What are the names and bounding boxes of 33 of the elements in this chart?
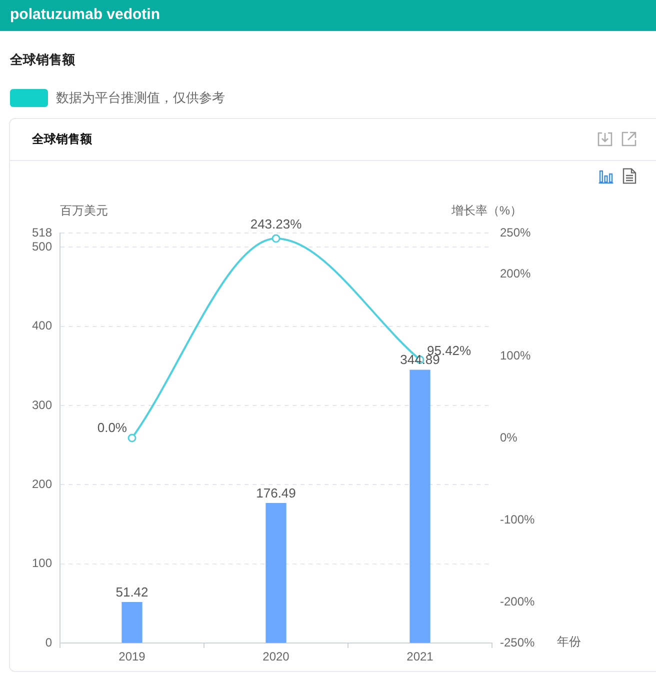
y2-tick-label: 100%: [500, 348, 532, 362]
y-tick-label: 500: [32, 240, 52, 254]
x-tick-label: 2019: [118, 650, 146, 664]
data-label: 51.42: [116, 584, 148, 600]
y-tick-label: 518: [32, 225, 52, 240]
bar: [266, 502, 286, 643]
y-tick-label: 300: [32, 398, 52, 412]
text: 数据为平台推测值，仅供参考: [56, 89, 225, 107]
bar: [122, 602, 142, 643]
x-tick-label: 2020: [262, 650, 290, 664]
y2-tick-label: -200%: [500, 594, 536, 608]
y2-axis-title: 增长率（%）: [450, 203, 522, 218]
data-label: 243.23%: [250, 216, 302, 232]
x-axis-title: 年份: [557, 634, 581, 648]
y-tick-label: 100: [32, 556, 52, 570]
y-tick-label: 0: [45, 635, 52, 650]
y-tick-label: 400: [32, 318, 52, 333]
chart-title: polatuzumab vedotin: [10, 6, 160, 24]
x-tick-label: 2021: [406, 650, 434, 664]
y-tick-label: 200: [32, 477, 52, 492]
point: [128, 434, 136, 442]
bar: [410, 370, 430, 643]
data-label: 176.49: [256, 485, 296, 500]
data-label: 0.0%: [97, 420, 128, 435]
y2-tick-label: -100%: [500, 512, 536, 526]
y2-tick-label: 0%: [500, 430, 518, 444]
text: 全球销售额: [32, 131, 92, 148]
y-axis-title: 百万美元: [60, 203, 108, 218]
y2-tick-label: 200%: [500, 266, 532, 280]
y2-tick-label: -250%: [500, 635, 536, 650]
y2-tick-label: 250%: [500, 225, 532, 240]
chart-subtitle: 全球销售额: [10, 51, 75, 69]
point: [272, 234, 280, 243]
